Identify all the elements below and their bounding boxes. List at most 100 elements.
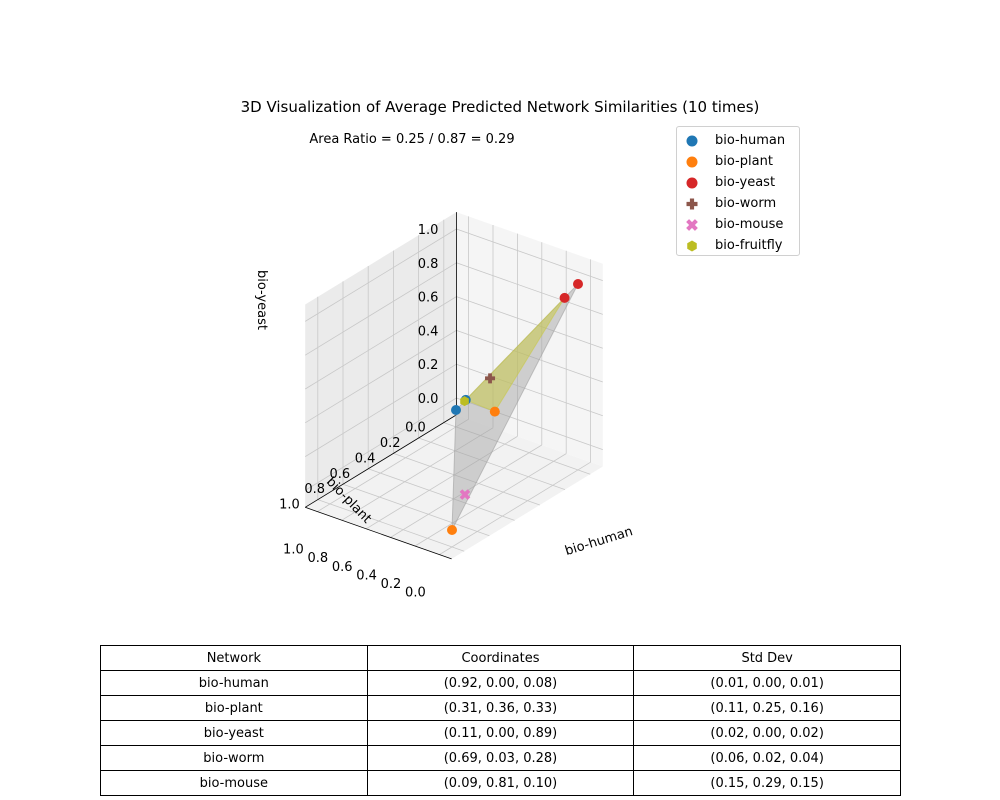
- table-row: bio-mouse (0.09, 0.81, 0.10) (0.15, 0.29, …: [100, 770, 901, 796]
- data-points: [447, 279, 583, 535]
- table-header-std-dev: Std Dev: [633, 645, 901, 671]
- legend-entry: bio-human: [685, 130, 799, 151]
- data-table: Network Coordinates Std Dev bio-human (0.…: [100, 645, 901, 796]
- table-cell: (0.11, 0.25, 0.16): [633, 695, 901, 721]
- point-bio-fruitfly: [460, 396, 469, 407]
- y-tick-label: 0.2: [380, 436, 401, 451]
- legend-label: bio-worm: [715, 196, 777, 211]
- table-row: bio-human (0.92, 0.00, 0.08) (0.01, 0.00, …: [100, 670, 901, 696]
- grid-line: [368, 468, 515, 521]
- x-tick-label: 0.0: [405, 586, 426, 601]
- grid-line: [414, 453, 567, 547]
- y-tick-label: 1.0: [279, 498, 300, 513]
- legend-entry: bio-fruitfly: [685, 235, 799, 256]
- table-cell: bio-worm: [100, 745, 368, 771]
- legend-marker-icon: [686, 218, 698, 231]
- tick-labels: 0.00.20.40.60.81.00.00.20.40.60.81.00.00…: [279, 223, 438, 601]
- legend-marker: [686, 156, 698, 167]
- z-tick-label: 0.0: [418, 392, 439, 407]
- table-row: bio-yeast (0.11, 0.00, 0.89) (0.02, 0.00, …: [100, 720, 901, 746]
- legend-entry: bio-plant: [685, 151, 799, 172]
- x-axis-label: bio-human: [563, 524, 634, 559]
- grid-line: [304, 296, 457, 390]
- legend-marker: [687, 240, 697, 251]
- table-cell: (0.11, 0.00, 0.89): [366, 720, 635, 746]
- table-cell: (0.09, 0.81, 0.10): [366, 770, 635, 796]
- grid-line: [393, 453, 540, 506]
- legend-entry: bio-worm: [685, 193, 799, 214]
- grid-line: [341, 427, 494, 521]
- grid-line: [418, 437, 566, 490]
- grid-line: [456, 363, 603, 417]
- point-bio-mouse: [459, 489, 471, 500]
- grid-line: [317, 418, 469, 512]
- point-bio-worm: [485, 373, 496, 384]
- legend: bio-human bio-plant bio-yeast bio-worm bio-m…: [676, 126, 800, 256]
- grid-line: [342, 483, 490, 537]
- table-row: bio-plant (0.31, 0.36, 0.33) (0.11, 0.25, …: [100, 695, 901, 721]
- chart-title: 3D Visualization of Average Predicted Ne…: [241, 98, 760, 116]
- legend-label: bio-mouse: [715, 217, 784, 232]
- y-tick-label: 0.8: [304, 482, 325, 497]
- legend-label: bio-human: [715, 133, 786, 148]
- grid-line: [304, 330, 457, 424]
- table-cell: (0.01, 0.00, 0.01): [633, 670, 901, 696]
- legend-marker-icon: [686, 177, 698, 188]
- z-tick-label: 0.8: [418, 257, 439, 272]
- table-cell: (0.92, 0.00, 0.08): [366, 670, 635, 696]
- legend-label: bio-plant: [715, 154, 773, 169]
- grid-line: [304, 262, 457, 356]
- legend-marker: [686, 218, 698, 231]
- legend-marker: [686, 198, 698, 209]
- legend-label: bio-fruitfly: [715, 238, 783, 253]
- grid-line: [456, 228, 603, 281]
- table-cell: (0.69, 0.03, 0.28): [366, 745, 635, 771]
- grid-line: [443, 422, 591, 475]
- table-header-network: Network: [100, 645, 368, 671]
- point-bio-human: [451, 405, 461, 415]
- x-tick-label: 0.2: [381, 577, 402, 592]
- x-stroke: [686, 218, 698, 231]
- grid-line: [456, 397, 603, 450]
- point-bio-plant: [489, 406, 500, 417]
- table-cell: (0.15, 0.29, 0.15): [633, 770, 901, 796]
- floor-pane: [305, 414, 603, 559]
- grid-line: [304, 363, 457, 457]
- table-header-coordinates: Coordinates: [366, 645, 635, 671]
- legend-marker-icon: [686, 135, 698, 146]
- grid-lines: [304, 216, 603, 555]
- table-cell: bio-mouse: [100, 770, 368, 796]
- x-tick-label: 0.8: [307, 551, 328, 566]
- z-tick-label: 0.2: [418, 358, 439, 373]
- y-tick-label: 0.6: [330, 467, 351, 482]
- grid-line: [304, 397, 457, 491]
- legend-marker: [686, 177, 698, 188]
- legend-marker-icon: [686, 198, 698, 209]
- grid-line: [456, 330, 603, 383]
- table-cell: (0.06, 0.02, 0.04): [633, 745, 901, 771]
- y-tick-label: 0.0: [405, 421, 426, 436]
- table-cell: (0.31, 0.36, 0.33): [366, 695, 635, 721]
- table-cell: bio-yeast: [100, 720, 368, 746]
- point-bio-plant: [447, 525, 457, 535]
- table-header-row: Network Coordinates Std Dev: [100, 645, 901, 671]
- legend-label: bio-yeast: [715, 175, 776, 190]
- grid-line: [304, 228, 457, 322]
- point-bio-yeast: [573, 279, 583, 289]
- x-axis-line: [305, 506, 452, 560]
- legend-entry: bio-yeast: [685, 172, 799, 193]
- y-tick-label: 0.4: [355, 451, 376, 466]
- axis-lines: [304, 212, 457, 560]
- table-row: bio-worm (0.69, 0.03, 0.28) (0.06, 0.02, 0…: [100, 745, 901, 771]
- x-tick-label: 0.4: [356, 568, 377, 583]
- x-tick-label: 0.6: [332, 560, 353, 575]
- legend-marker-icon: [686, 156, 698, 167]
- table-cell: bio-plant: [100, 695, 368, 721]
- table-cell: bio-human: [100, 670, 368, 696]
- x-stroke: [459, 489, 471, 500]
- y-axis-line: [304, 414, 457, 508]
- grid-line: [317, 499, 465, 552]
- legend-entry: bio-mouse: [685, 214, 799, 235]
- legend-marker-icon: [687, 240, 697, 251]
